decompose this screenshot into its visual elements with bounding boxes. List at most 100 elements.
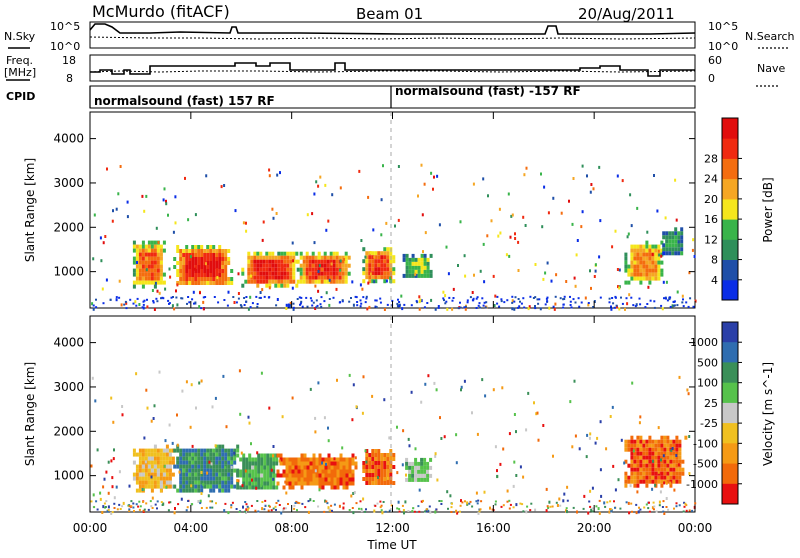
power-cell [191, 281, 195, 285]
velocity-cell [630, 443, 634, 448]
power-scatter-point [494, 294, 497, 298]
velocity-scatter-point [638, 421, 641, 425]
power-cell [642, 252, 646, 257]
power-ground-point [532, 297, 535, 299]
velocity-cell [245, 465, 249, 470]
velocity-cell [633, 459, 637, 464]
power-cell [250, 255, 254, 260]
velocity-cell [660, 435, 664, 440]
power-cell [268, 251, 272, 256]
velocity-cell [279, 461, 283, 466]
power-cell [630, 248, 634, 253]
velocity-cell [248, 469, 252, 474]
velocity-cell [642, 463, 646, 468]
velocity-scatter-point [96, 448, 99, 452]
power-scatter-point [419, 298, 422, 302]
power-cell [335, 279, 339, 284]
power-ground-point [320, 296, 323, 299]
power-colorbar-swatch [722, 259, 738, 281]
velocity-ground-point [348, 509, 351, 511]
velocity-cell [224, 468, 228, 473]
power-ground-point [685, 301, 688, 304]
velocity-cell [675, 471, 679, 476]
power-cell [299, 255, 303, 260]
velocity-cell [675, 463, 679, 468]
velocity-cell [156, 464, 160, 469]
velocity-ground-point [312, 500, 315, 502]
velocity-ground-point [691, 509, 694, 512]
velocity-cell [272, 457, 276, 462]
power-cell [630, 256, 634, 261]
velocity-scatter-point [314, 469, 317, 473]
power-scatter-point [627, 232, 630, 236]
velocity-ytick-label: 3000 [53, 380, 84, 394]
velocity-scatter-point [499, 462, 502, 466]
power-cell [660, 260, 664, 265]
velocity-cell [420, 469, 424, 474]
velocity-scatter-point [280, 511, 283, 515]
velocity-scatter-point [496, 469, 498, 473]
velocity-cell [185, 480, 189, 485]
power-colorbar-tick-label: 8 [711, 254, 718, 267]
velocity-cell [348, 469, 352, 474]
power-cell [642, 268, 646, 273]
power-cell [241, 267, 245, 272]
power-scatter-point [192, 290, 195, 294]
velocity-cell [351, 457, 355, 462]
power-scatter-point [418, 307, 421, 311]
power-ground-point [396, 302, 399, 305]
power-cell [639, 276, 643, 281]
power-cell [624, 280, 628, 285]
power-cell [423, 265, 427, 270]
velocity-cell [212, 460, 216, 465]
power-cell [380, 255, 384, 260]
power-cell [241, 283, 245, 288]
power-ground-point [123, 303, 126, 306]
power-ground-point [135, 304, 138, 307]
velocity-cell [648, 463, 652, 468]
power-cell [630, 260, 634, 265]
power-cell [156, 244, 160, 249]
power-cell [335, 267, 339, 272]
power-cell [386, 259, 390, 264]
power-cell [150, 248, 154, 253]
power-ground-point [202, 296, 205, 299]
power-cell [371, 263, 375, 268]
velocity-ground-point [142, 500, 144, 503]
power-ground-point [519, 300, 521, 303]
power-cell [380, 271, 384, 276]
velocity-cell [654, 459, 658, 464]
power-ground-point [552, 305, 555, 308]
power-ground-point [608, 301, 611, 304]
velocity-scatter-point [562, 499, 565, 503]
velocity-cell [414, 465, 418, 470]
velocity-cell [651, 439, 655, 444]
power-scatter-point [505, 253, 508, 257]
power-ground-point [309, 297, 312, 300]
power-scatter-point [194, 267, 196, 271]
power-cell [374, 279, 378, 284]
power-ground-point [292, 302, 295, 305]
power-cell [642, 256, 646, 261]
velocity-cell [374, 453, 378, 457]
power-cell [221, 249, 225, 253]
power-cell [147, 252, 151, 257]
power-cell [314, 263, 318, 268]
power-cell [277, 271, 281, 276]
velocity-cell [263, 485, 267, 490]
power-scatter-point [156, 289, 159, 293]
velocity-cell [303, 481, 307, 486]
power-scatter-point [237, 272, 240, 276]
velocity-cell [147, 464, 151, 469]
power-cell [132, 284, 136, 289]
power-ground-point [479, 306, 482, 309]
velocity-cell [636, 483, 640, 488]
velocity-cell [327, 457, 331, 462]
power-cell [241, 271, 245, 276]
velocity-cell [209, 448, 213, 453]
power-cell [262, 267, 266, 272]
power-scatter-point [172, 230, 175, 234]
velocity-cell [666, 463, 670, 468]
velocity-cell [165, 464, 169, 469]
power-cell [215, 253, 219, 257]
